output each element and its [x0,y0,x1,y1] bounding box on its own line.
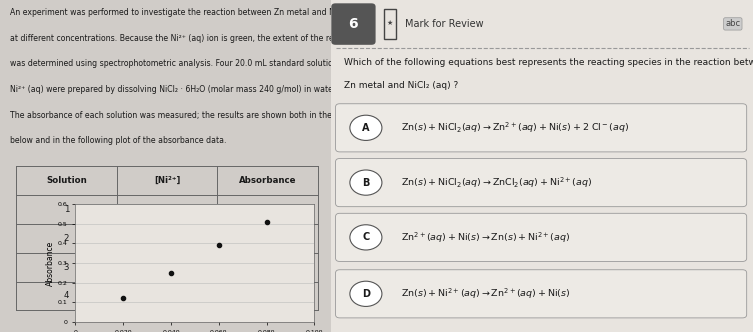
Text: 6: 6 [349,17,358,31]
Text: Zn metal and NiCl₂ (aq) ?: Zn metal and NiCl₂ (aq) ? [344,81,459,90]
Text: was determined using spectrophotometric analysis. Four 20.0 mL standard solution: was determined using spectrophotometric … [10,59,352,68]
FancyBboxPatch shape [331,3,376,45]
Text: Solution: Solution [46,176,87,185]
Text: 3: 3 [64,263,69,272]
Text: C: C [362,232,370,242]
Text: 1: 1 [64,205,69,214]
Point [117,296,130,301]
Text: ★: ★ [387,20,393,26]
Text: below and in the following plot of the absorbance data.: below and in the following plot of the a… [10,136,227,145]
Text: $\rm Zn^{2+}(\mathit{aq}) + Ni(\mathit{s}) \rightarrow Zn(\mathit{s}) + Ni^{2+}(: $\rm Zn^{2+}(\mathit{aq}) + Ni(\mathit{s… [401,230,570,245]
Text: at different concentrations. Because the Ni²⁺ (aq) ion is green, the extent of t: at different concentrations. Because the… [10,34,358,43]
Text: 0.040: 0.040 [154,234,179,243]
Circle shape [350,225,382,250]
Text: Which of the following equations best represents the reacting species in the rea: Which of the following equations best re… [344,58,753,67]
Text: 0.020: 0.020 [154,205,179,214]
Point [261,219,273,224]
Circle shape [350,281,382,306]
Text: Mark for Review: Mark for Review [405,19,483,29]
Text: 0.080: 0.080 [154,291,179,300]
Point [165,270,177,276]
Text: 0.060: 0.060 [154,263,179,272]
Text: 0.39: 0.39 [258,263,277,272]
Text: 2: 2 [64,234,69,243]
Text: abc: abc [725,19,740,29]
Text: $\rm Zn(\mathit{s}) + NiCl_2(\mathit{aq}) \rightarrow Zn^{2+}(\mathit{aq}) + Ni(: $\rm Zn(\mathit{s}) + NiCl_2(\mathit{aq}… [401,121,630,135]
Text: $\rm Zn(\mathit{s}) + Ni^{2+}(\mathit{aq}) \rightarrow Zn^{2+}(\mathit{aq}) + Ni: $\rm Zn(\mathit{s}) + Ni^{2+}(\mathit{aq… [401,287,570,301]
FancyBboxPatch shape [336,213,747,262]
FancyBboxPatch shape [336,158,747,207]
Text: $\rm Zn(\mathit{s}) + NiCl_2(\mathit{aq}) \rightarrow ZnCl_2(\mathit{aq}) + Ni^{: $\rm Zn(\mathit{s}) + NiCl_2(\mathit{aq}… [401,175,592,190]
Y-axis label: Absorbance: Absorbance [46,240,55,286]
FancyBboxPatch shape [336,270,747,318]
Text: B: B [362,178,370,188]
Point [213,243,225,248]
Text: 0.12: 0.12 [258,205,277,214]
Text: 4: 4 [64,291,69,300]
Text: Ni²⁺ (aq) were prepared by dissolving NiCl₂ · 6H₂O (molar mass 240 g/mol) in wat: Ni²⁺ (aq) were prepared by dissolving Ni… [10,85,337,94]
Circle shape [350,115,382,140]
Text: 0.51: 0.51 [258,291,277,300]
Text: An experiment was performed to investigate the reaction between Zn metal and Ni²: An experiment was performed to investiga… [10,8,363,17]
Text: The absorbance of each solution was measured; the results are shown both in the : The absorbance of each solution was meas… [10,111,354,120]
Text: [Ni²⁺]: [Ni²⁺] [154,176,180,185]
Text: A: A [362,123,370,133]
Text: Absorbance: Absorbance [239,176,296,185]
Text: 0.25: 0.25 [258,234,277,243]
Circle shape [350,170,382,195]
FancyBboxPatch shape [336,104,747,152]
Text: D: D [362,289,370,299]
